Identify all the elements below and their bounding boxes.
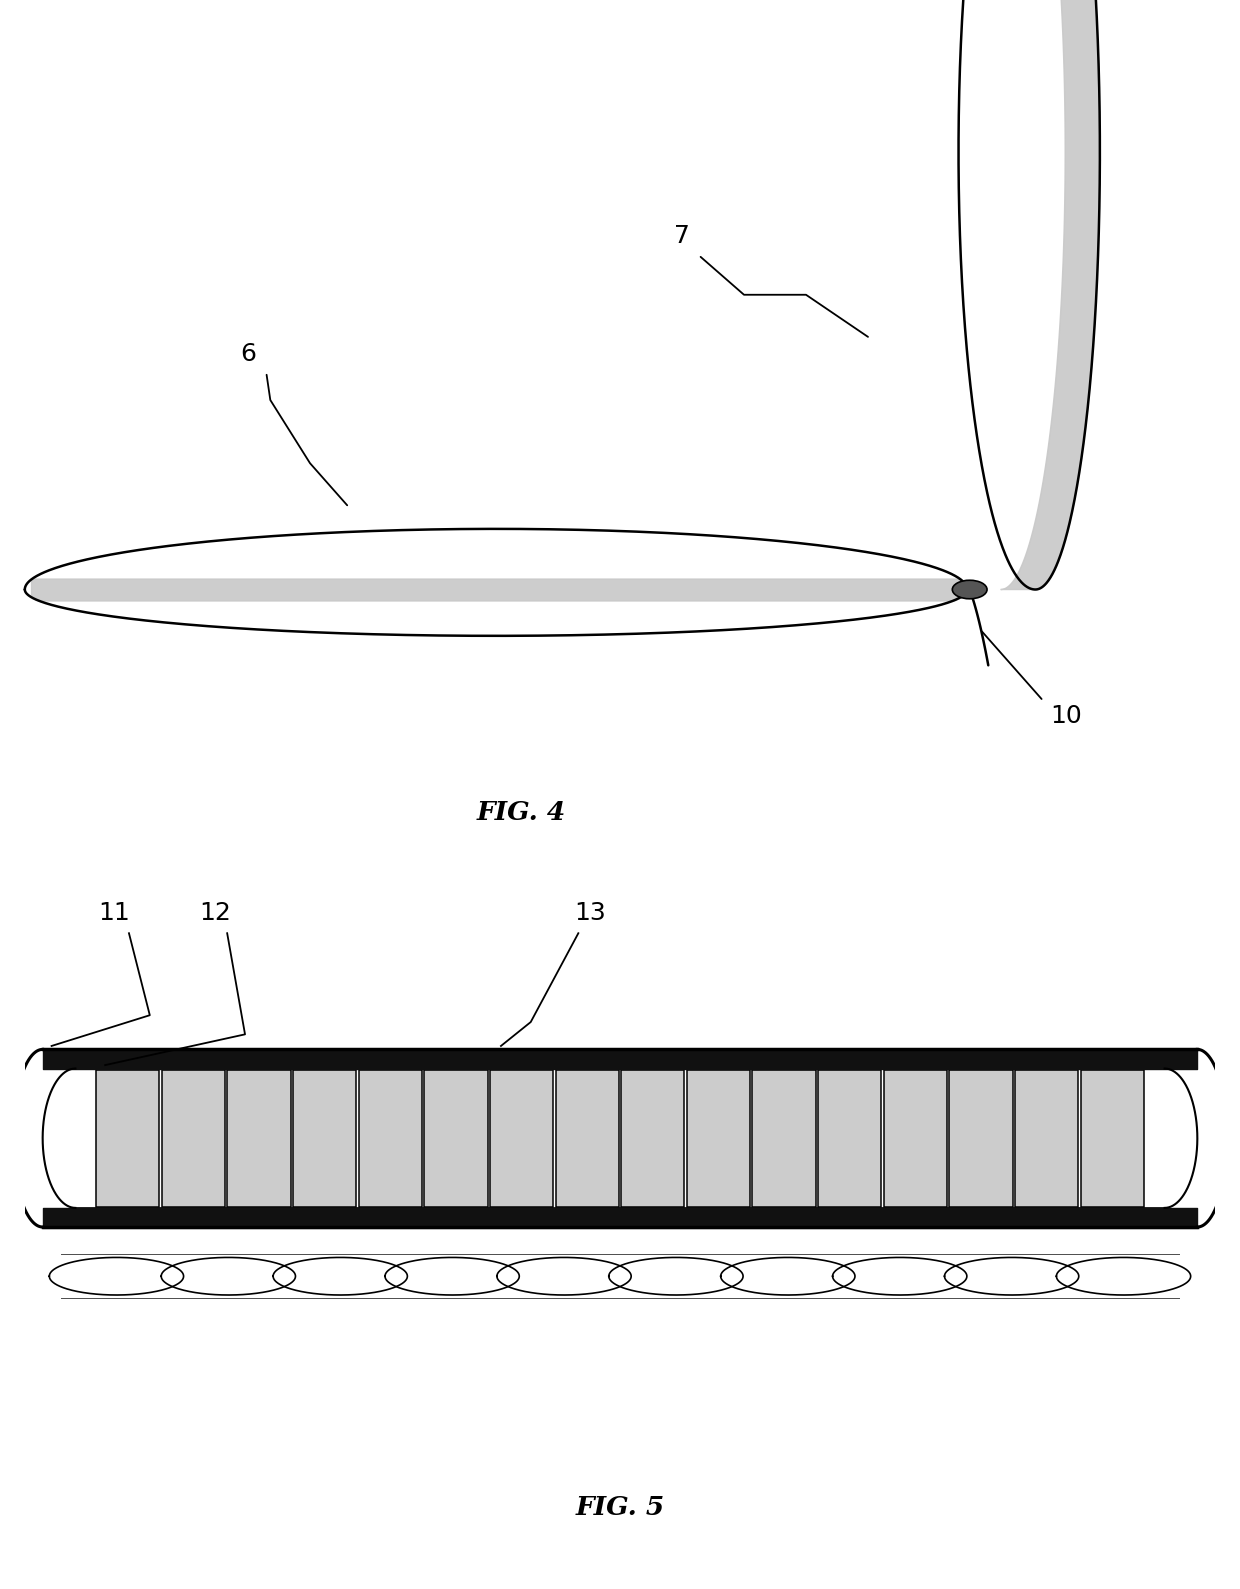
Text: FIG. 5: FIG. 5 [575,1495,665,1519]
Bar [227,1069,290,1206]
Bar [753,1069,816,1206]
Bar [358,1069,422,1206]
Text: 12: 12 [200,901,231,925]
Bar [884,1069,947,1206]
Bar [556,1069,619,1206]
Polygon shape [1001,0,1100,590]
Text: 7: 7 [675,224,689,248]
Bar [687,1069,750,1206]
Bar [162,1069,226,1206]
Ellipse shape [952,580,987,599]
Bar [424,1069,487,1206]
Text: 10: 10 [1050,704,1083,728]
Bar [1080,1069,1143,1206]
Text: FIG. 4: FIG. 4 [476,801,565,825]
Bar [1014,1069,1078,1206]
Text: 11: 11 [98,901,130,925]
Bar [490,1069,553,1206]
Bar [97,1069,160,1206]
Text: 13: 13 [574,901,606,925]
Bar [621,1069,684,1206]
Bar [293,1069,356,1206]
Bar [950,1069,1013,1206]
Bar [818,1069,882,1206]
Text: 6: 6 [241,342,255,365]
